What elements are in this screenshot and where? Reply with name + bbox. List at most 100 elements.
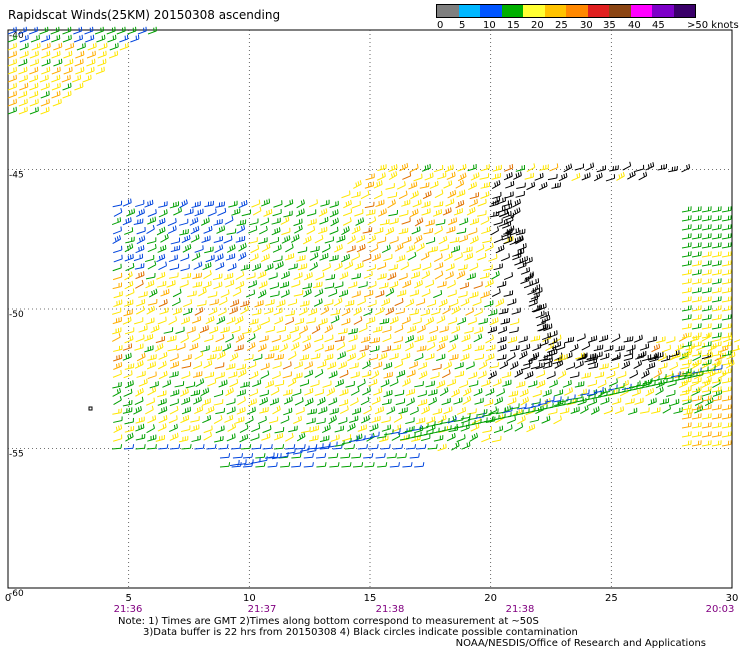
wind-barb bbox=[214, 436, 224, 443]
wind-barb bbox=[135, 444, 146, 450]
wind-barb bbox=[208, 307, 218, 316]
wind-barb bbox=[396, 453, 407, 459]
wind-barb bbox=[298, 307, 308, 316]
wind-barb bbox=[385, 183, 395, 190]
wind-barb bbox=[225, 334, 234, 343]
wind-barb bbox=[470, 423, 480, 432]
wind-barb bbox=[155, 336, 166, 344]
wind-barb bbox=[362, 227, 373, 234]
wind-barb bbox=[691, 431, 702, 438]
wind-barb bbox=[157, 360, 167, 370]
wind-barb bbox=[378, 352, 388, 361]
wind-barb bbox=[306, 317, 316, 324]
wind-barb bbox=[381, 416, 391, 424]
wind-barb bbox=[7, 82, 17, 91]
wind-barb bbox=[134, 343, 144, 351]
wind-barb bbox=[385, 287, 395, 297]
wind-barb bbox=[273, 200, 283, 208]
wind-barb bbox=[418, 362, 428, 370]
wind-barb bbox=[219, 462, 231, 468]
wind-barb bbox=[363, 453, 374, 459]
wind-barb bbox=[416, 242, 425, 252]
wind-barb bbox=[168, 316, 178, 326]
wind-barb bbox=[458, 234, 469, 243]
wind-barb bbox=[691, 332, 702, 339]
wind-barb bbox=[50, 26, 60, 35]
wind-barb bbox=[308, 308, 318, 316]
wind-barb bbox=[599, 363, 609, 370]
wind-barb bbox=[290, 234, 300, 243]
wind-barb bbox=[681, 314, 692, 321]
wind-barb bbox=[199, 325, 209, 334]
wind-barb bbox=[641, 354, 652, 362]
wind-barb bbox=[454, 362, 464, 370]
wind-barb bbox=[701, 305, 712, 312]
wind-barb bbox=[279, 343, 288, 353]
wind-barb bbox=[712, 364, 723, 371]
wind-barb bbox=[371, 253, 381, 262]
wind-barb bbox=[29, 98, 39, 107]
wind-barb bbox=[474, 353, 485, 361]
wind-barb bbox=[491, 288, 501, 297]
wind-barb bbox=[207, 208, 217, 217]
wind-barb bbox=[330, 309, 341, 316]
wind-barb bbox=[241, 209, 251, 217]
wind-barb bbox=[225, 387, 234, 397]
wind-barb bbox=[426, 299, 437, 308]
wind-barb bbox=[433, 201, 444, 208]
wind-barb bbox=[480, 216, 490, 225]
wind-barb bbox=[328, 370, 338, 379]
wind-barb bbox=[427, 335, 437, 343]
wind-barb bbox=[439, 387, 449, 397]
wind-barb bbox=[513, 171, 522, 180]
wind-barb bbox=[201, 235, 211, 243]
wind-barb bbox=[291, 280, 301, 288]
wind-barb bbox=[542, 397, 551, 407]
wind-barb bbox=[421, 288, 431, 297]
wind-barb bbox=[447, 289, 457, 298]
wind-barb bbox=[288, 263, 298, 270]
wind-barb bbox=[7, 42, 17, 51]
wind-barb bbox=[135, 245, 145, 254]
wind-barb bbox=[167, 345, 178, 352]
wind-barb bbox=[488, 408, 499, 415]
wind-barb bbox=[236, 363, 247, 371]
wind-barb bbox=[206, 353, 217, 361]
wind-barb bbox=[424, 172, 434, 181]
wind-barb bbox=[626, 344, 636, 352]
wind-barb bbox=[721, 404, 732, 411]
wind-barb bbox=[660, 355, 671, 363]
wind-barb bbox=[441, 425, 452, 432]
wind-barb bbox=[666, 336, 676, 344]
wind-barb bbox=[40, 82, 50, 91]
wind-barb bbox=[670, 371, 681, 378]
wind-barb bbox=[147, 386, 157, 396]
wind-barb bbox=[113, 416, 123, 423]
wind-barb bbox=[309, 261, 318, 271]
wind-barb bbox=[229, 378, 239, 388]
legend-swatch bbox=[501, 5, 523, 17]
wind-barb bbox=[681, 287, 692, 294]
wind-barb bbox=[136, 299, 146, 307]
wind-barb bbox=[711, 395, 722, 402]
wind-barb bbox=[712, 389, 723, 397]
wind-barb bbox=[243, 354, 254, 361]
wind-barb bbox=[429, 326, 439, 334]
wind-barb bbox=[417, 324, 426, 334]
wind-barb bbox=[180, 388, 189, 397]
wind-barb bbox=[474, 307, 483, 317]
wind-barb bbox=[466, 206, 476, 216]
wind-barb bbox=[52, 98, 62, 107]
wind-barb bbox=[721, 215, 732, 222]
wind-barb bbox=[523, 256, 533, 265]
wind-barb bbox=[668, 165, 678, 173]
wind-barb bbox=[639, 343, 650, 351]
wind-barb bbox=[127, 26, 137, 35]
wind-barb bbox=[133, 406, 142, 415]
wind-barb bbox=[447, 317, 458, 325]
wind-barb bbox=[558, 354, 568, 362]
legend-label: 20 bbox=[531, 20, 544, 31]
wind-barb bbox=[649, 355, 659, 363]
wind-barb bbox=[546, 371, 556, 380]
wind-barb bbox=[319, 435, 330, 443]
